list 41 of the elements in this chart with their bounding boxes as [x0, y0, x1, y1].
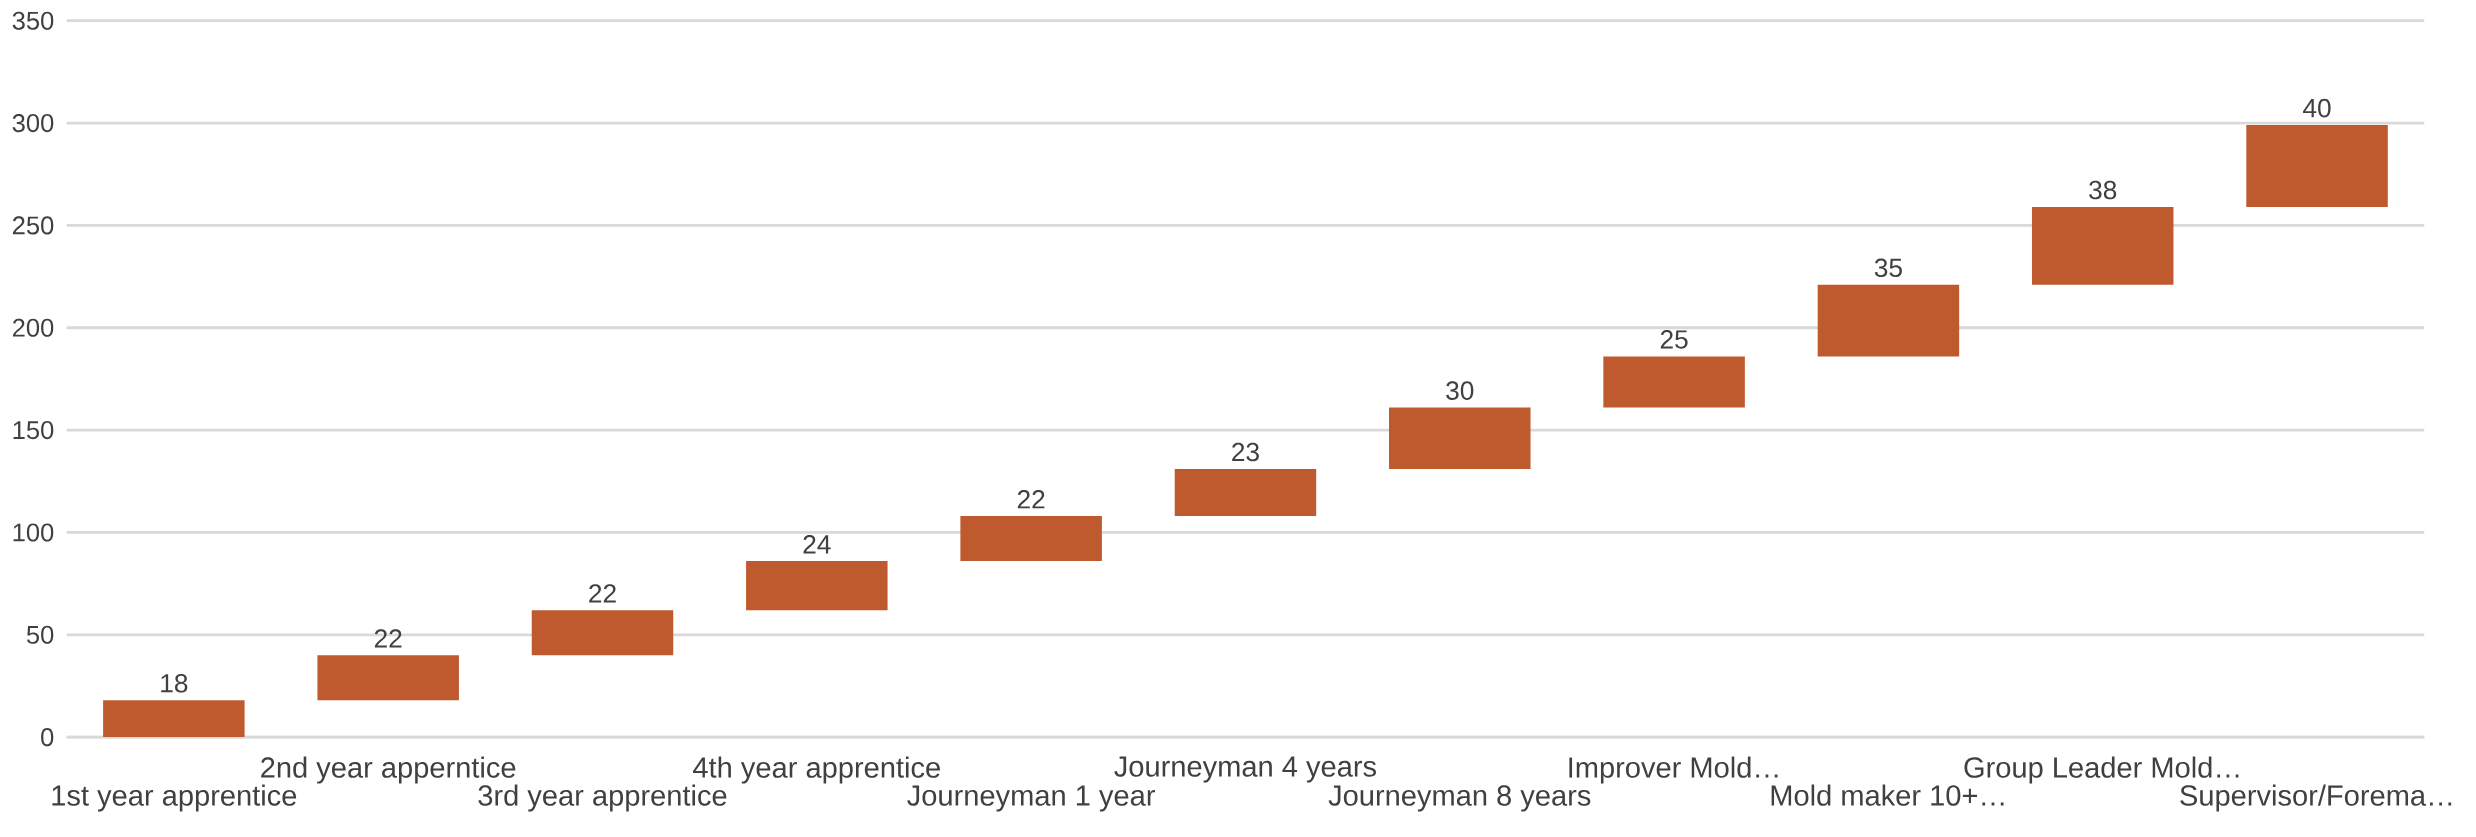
data-label: 23: [1232, 442, 1259, 462]
bar: [1389, 407, 1531, 470]
data-label: 40: [2303, 98, 2331, 118]
data-label: 35: [1874, 258, 1902, 278]
data-label: 30: [1446, 381, 1474, 400]
data-label: 24: [803, 535, 831, 554]
bar: [2246, 125, 2388, 208]
data-label: 25: [1660, 330, 1688, 349]
x-tick-label: 3rd year apprentice: [478, 784, 727, 812]
data-label: 38: [2089, 180, 2117, 200]
x-tick-label: Journeyman 1 year: [907, 785, 1155, 812]
x-tick-label: 4th year apprentice: [693, 756, 940, 784]
data-label: 22: [1017, 490, 1045, 509]
bar: [1603, 356, 1745, 408]
x-tick-label: Improver Mold…: [1569, 756, 1778, 784]
data-label: 22: [374, 629, 402, 648]
bar: [1817, 284, 1960, 357]
y-tick-label: 250: [12, 216, 54, 235]
data-label: 18: [161, 674, 188, 693]
bar: [317, 655, 459, 701]
bar: [531, 610, 674, 656]
y-tick-label: 50: [26, 625, 54, 644]
bar: [960, 516, 1102, 562]
y-tick-label: 350: [12, 11, 54, 30]
y-tick-label: 300: [12, 114, 54, 133]
x-tick-label: Mold maker 10+…: [1771, 784, 2004, 806]
y-tick-label: 150: [13, 421, 54, 440]
x-tick-label: Supervisor/Forema…: [2180, 784, 2452, 812]
bar: [746, 561, 888, 611]
bar: [2031, 207, 2174, 285]
x-tick-label: 1st year apprentice: [52, 784, 297, 812]
bar: [1174, 469, 1317, 517]
x-tick-label: Group Leader Mold…: [1964, 756, 2239, 784]
y-tick-label: 0: [41, 728, 54, 747]
x-tick-label: Journeyman 4 years: [1114, 756, 1376, 783]
y-tick-label: 200: [12, 318, 54, 337]
y-tick-label: 100: [13, 523, 54, 542]
x-tick-label: Journeyman 8 years: [1328, 785, 1591, 812]
x-tick-label: 2nd year apperntice: [261, 756, 516, 784]
bar: [103, 700, 245, 738]
data-label: 22: [589, 584, 616, 603]
